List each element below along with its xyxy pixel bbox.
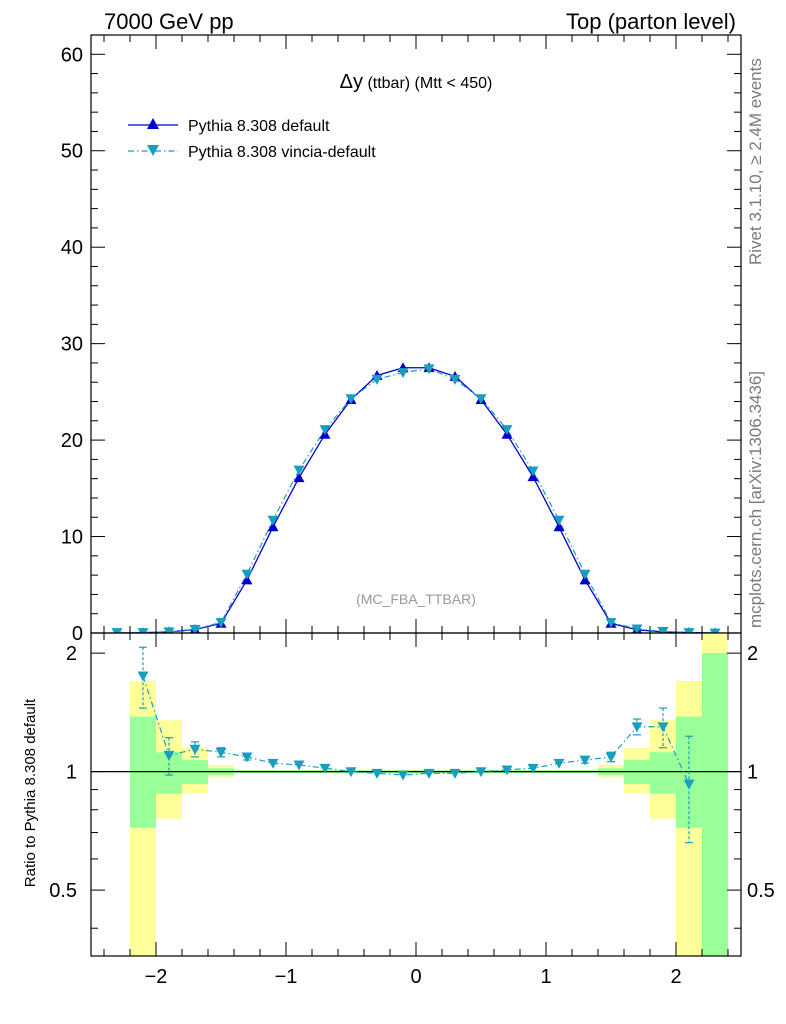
mcplots-label: mcplots.cern.ch [arXiv:1306.3436] <box>746 371 765 628</box>
point-vincia <box>631 624 643 633</box>
rivet-label: Rivet 3.1.10, ≥ 2.4M events <box>746 58 765 265</box>
ratio-y-tick-labels: 0.5 0.5 1 1 2 2 <box>49 643 775 902</box>
y-tick-label: 30 <box>61 334 83 356</box>
ratio-y-tick-label-left: 1 <box>66 762 77 784</box>
legend-marker-vincia <box>147 145 159 156</box>
point-vincia <box>501 425 513 435</box>
chart-title-sub: (ttbar) (Mtt < 450) <box>367 75 492 92</box>
y-tick-label: 60 <box>61 44 83 66</box>
x-tick-label: 1 <box>540 966 551 988</box>
ratio-point <box>631 722 643 733</box>
watermark: (MC_FBA_TTBAR) <box>356 591 476 607</box>
legend-marker-default <box>147 118 159 129</box>
point-vincia <box>163 627 175 633</box>
ratio-point <box>241 752 253 763</box>
ratio-point <box>319 763 331 774</box>
y-tick-label: 10 <box>61 527 83 549</box>
point-vincia <box>371 374 383 385</box>
x-tick-label: 0 <box>410 966 421 988</box>
main-axis-ticks <box>91 34 741 634</box>
y-tick-label: 20 <box>61 430 83 452</box>
point-vincia <box>319 425 331 435</box>
chart-title: Δy (ttbar) (Mtt < 450) <box>340 71 493 93</box>
point-vincia <box>709 628 721 633</box>
ratio-point <box>267 758 279 769</box>
point-vincia <box>657 627 669 633</box>
header-left: 7000 GeV pp <box>104 9 234 34</box>
x-tick-label: 2 <box>670 966 681 988</box>
point-vincia <box>241 569 253 580</box>
ratio-y-tick-label-right: 1 <box>747 762 758 784</box>
ratio-y-tick-label-right: 0.5 <box>747 880 775 902</box>
ratio-y-tick-label-left: 0.5 <box>49 880 77 902</box>
ratio-series-line <box>142 675 690 785</box>
point-vincia <box>683 628 695 633</box>
ratio-point <box>215 747 227 758</box>
ratio-axis-ticks <box>91 633 741 956</box>
ratio-point <box>553 758 565 769</box>
point-default <box>267 521 279 532</box>
chart-title-main: Δy <box>340 71 363 93</box>
ratio-point <box>449 768 461 779</box>
ratio-point <box>189 744 201 755</box>
point-vincia <box>579 569 591 580</box>
point-vincia <box>553 515 565 526</box>
ratio-point <box>163 750 175 761</box>
legend-label-default: Pythia 8.308 default <box>188 118 330 135</box>
ratio-point <box>423 768 435 779</box>
ratio-y-axis-label: Ratio to Pythia 8.308 default <box>22 698 39 887</box>
ratio-point <box>345 767 357 778</box>
ratio-point <box>137 671 149 682</box>
point-vincia <box>345 394 357 405</box>
x-tick-label: −2 <box>145 966 168 988</box>
legend: Pythia 8.308 default Pythia 8.308 vincia… <box>128 118 376 161</box>
ratio-point <box>397 770 409 781</box>
point-default <box>553 521 565 532</box>
ratio-point <box>475 767 487 778</box>
ratio-frame <box>90 632 742 957</box>
ratio-panel: 0.5 0.5 1 1 2 2 −2 −1 0 1 2 Ratio to Pythia 8.308… <box>22 632 775 988</box>
point-vincia <box>475 394 487 405</box>
y-tick-label: 50 <box>61 141 83 163</box>
point-vincia <box>189 624 201 633</box>
ratio-point <box>579 755 591 766</box>
point-vincia <box>215 617 227 628</box>
ratio-point <box>683 779 695 790</box>
ratio-point <box>527 763 539 774</box>
uncertainty-band-inner <box>650 752 676 794</box>
ratio-point <box>371 768 383 779</box>
y-tick-label: 40 <box>61 237 83 259</box>
ratio-point <box>293 760 305 771</box>
point-vincia <box>293 465 305 476</box>
point-default <box>293 472 305 483</box>
y-tick-label: 0 <box>72 623 83 645</box>
point-vincia <box>267 515 279 526</box>
point-vincia <box>397 368 409 379</box>
x-tick-label: −1 <box>275 966 298 988</box>
ratio-y-tick-label-left: 2 <box>66 643 77 665</box>
point-vincia <box>527 466 539 477</box>
point-vincia <box>137 628 149 633</box>
series-line-vincia <box>117 368 716 633</box>
legend-label-vincia: Pythia 8.308 vincia-default <box>188 144 376 161</box>
ratio-point <box>501 765 513 776</box>
ratio-point <box>657 722 669 733</box>
series-line-default <box>116 367 716 633</box>
main-panel: 0 10 20 30 40 50 60 Δy (ttbar) (Mtt < 450) (MC… <box>61 34 742 645</box>
point-vincia <box>449 374 461 385</box>
point-vincia <box>605 617 617 628</box>
header-right: Top (parton level) <box>566 9 736 34</box>
ratio-y-tick-label-right: 2 <box>747 643 758 665</box>
point-vincia <box>111 628 123 633</box>
main-y-tick-labels: 0 10 20 30 40 50 60 <box>61 44 83 645</box>
point-vincia <box>423 364 435 375</box>
x-tick-labels: −2 −1 0 1 2 <box>145 966 682 988</box>
uncertainty-band-inner <box>702 653 728 956</box>
ratio-point <box>605 752 617 763</box>
